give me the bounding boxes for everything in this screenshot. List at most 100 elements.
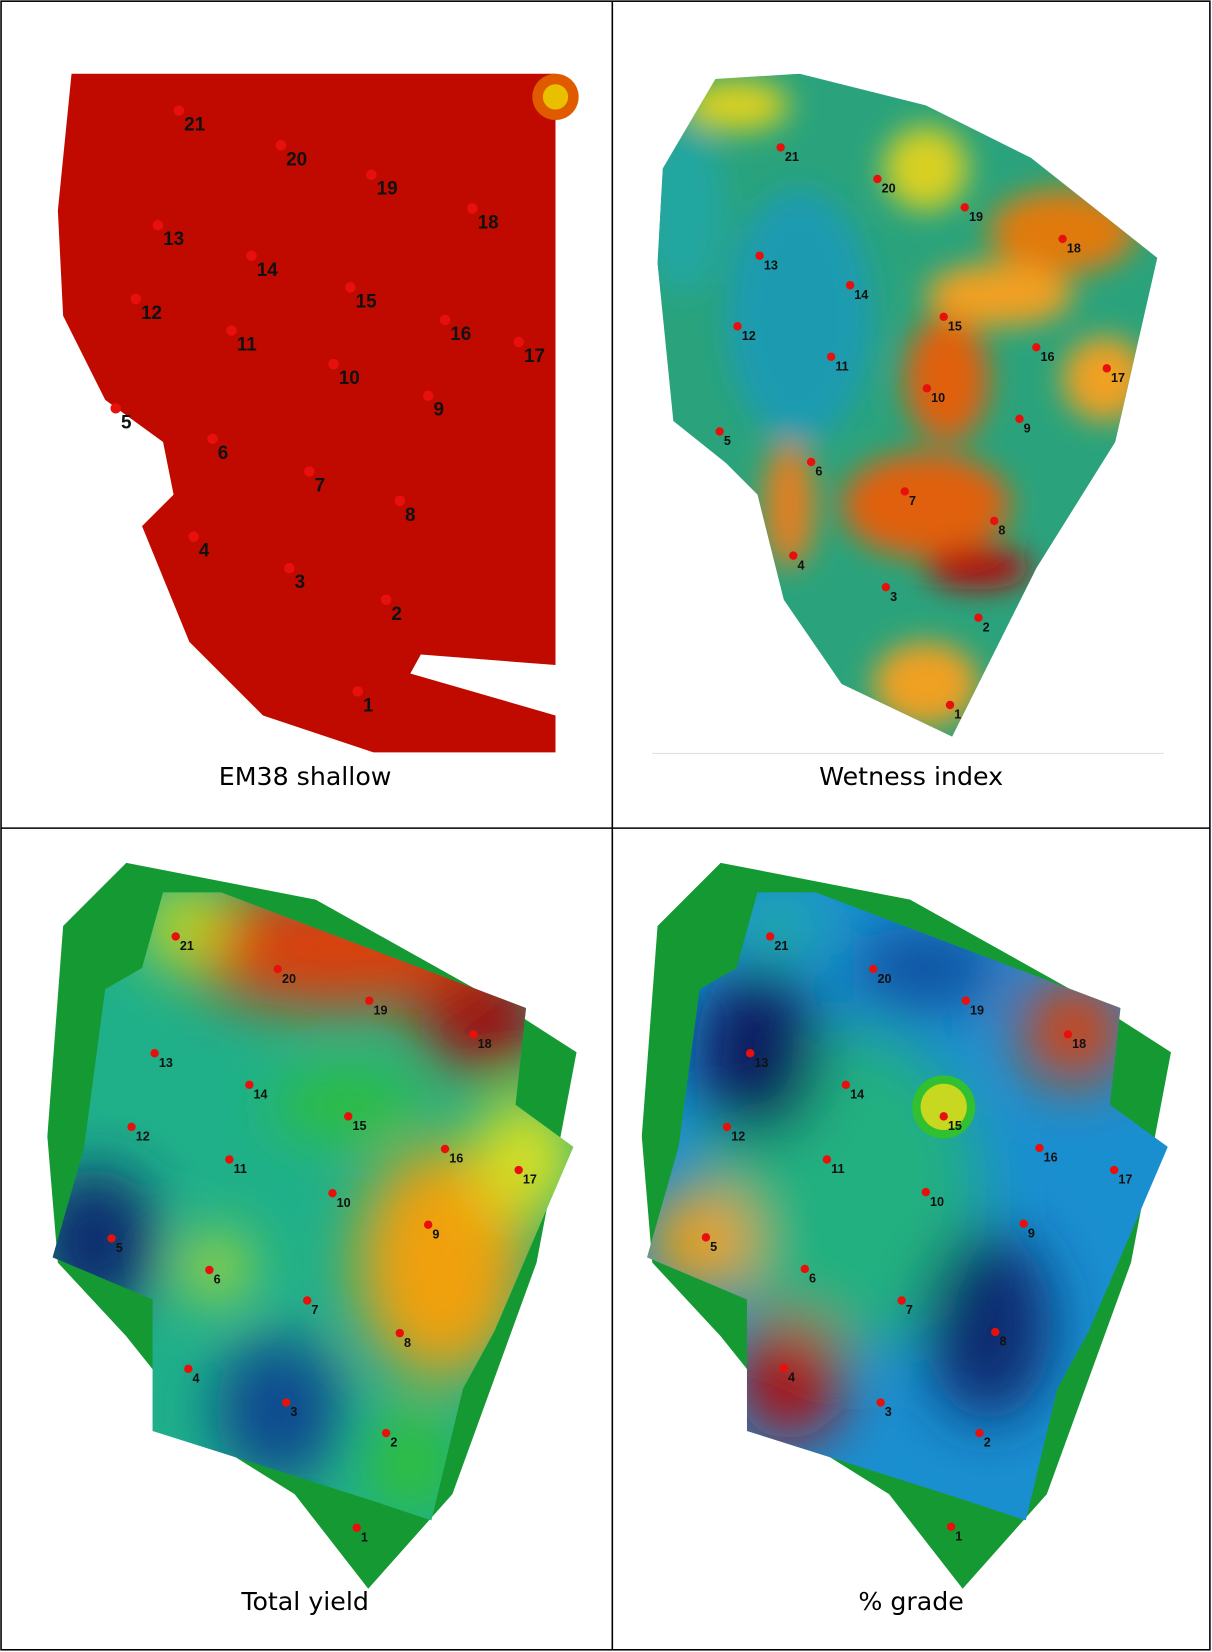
- sample-dot: [328, 359, 339, 370]
- sample-dot: [897, 1296, 905, 1304]
- sample-label: 8: [404, 1336, 411, 1350]
- sample-label: 8: [405, 505, 416, 526]
- sample-dot: [110, 403, 121, 414]
- sample-label: 3: [290, 1405, 297, 1419]
- sample-dot: [245, 1081, 253, 1089]
- sample-label: 5: [121, 412, 132, 433]
- sample-dot: [184, 1365, 192, 1373]
- sample-dot: [130, 294, 141, 305]
- sample-label: 16: [450, 324, 471, 345]
- sample-label: 1: [361, 1530, 368, 1544]
- sample-dot: [441, 1145, 449, 1153]
- sample-dot: [127, 1123, 135, 1131]
- sample-label: 7: [909, 494, 916, 508]
- caption: % grade: [858, 1587, 963, 1616]
- map-em38: [58, 74, 579, 753]
- sample-dot: [975, 1429, 983, 1437]
- sample-dot: [823, 1155, 831, 1163]
- sample-label: 15: [352, 1119, 366, 1133]
- sample-label: 4: [788, 1371, 795, 1385]
- sample-dot: [789, 551, 797, 559]
- sample-dot: [345, 282, 356, 293]
- sample-dot: [846, 281, 854, 289]
- sample-label: 16: [449, 1152, 463, 1166]
- sample-dot: [282, 1398, 290, 1406]
- sample-label: 21: [785, 150, 799, 164]
- sample-label: 2: [983, 620, 990, 634]
- sample-label: 2: [391, 604, 402, 625]
- sample-dot: [842, 1081, 850, 1089]
- sample-label: 18: [478, 1037, 492, 1051]
- sample-label: 1: [954, 708, 961, 722]
- sample-label: 14: [254, 1087, 268, 1101]
- sample-dot: [990, 517, 998, 525]
- sample-label: 4: [193, 1372, 200, 1386]
- sample-label: 20: [877, 972, 891, 986]
- sample-dot: [1058, 235, 1066, 243]
- sample-dot: [352, 686, 363, 697]
- sample-label: 12: [742, 329, 756, 343]
- sample-dot: [882, 583, 890, 591]
- sample-label: 9: [1028, 1226, 1035, 1240]
- sample-label: 17: [1111, 371, 1125, 385]
- sample-label: 3: [295, 572, 306, 593]
- sample-label: 14: [854, 288, 868, 302]
- caption: EM38 shallow: [219, 762, 392, 791]
- sample-label: 10: [930, 1195, 944, 1209]
- sample-label: 4: [797, 558, 804, 572]
- sample-dot: [1035, 1144, 1043, 1152]
- sample-label: 19: [970, 1003, 984, 1017]
- sample-dot: [107, 1234, 115, 1242]
- sample-label: 14: [850, 1087, 864, 1101]
- sample-label: 6: [218, 443, 229, 464]
- sample-label: 3: [890, 590, 897, 604]
- sample-label: 15: [948, 319, 962, 333]
- sample-label: 3: [885, 1405, 892, 1419]
- sample-dot: [423, 390, 434, 401]
- sample-dot: [328, 1189, 336, 1197]
- sample-dot: [303, 1296, 311, 1304]
- sample-label: 15: [948, 1119, 962, 1133]
- sample-dot: [514, 1166, 522, 1174]
- sample-dot: [1019, 1219, 1027, 1227]
- sample-dot: [174, 105, 185, 116]
- sample-label: 12: [136, 1130, 150, 1144]
- sample-dot: [205, 1266, 213, 1274]
- sample-dot: [946, 701, 954, 709]
- sample-label: 11: [831, 1162, 844, 1176]
- sample-dot: [207, 434, 218, 445]
- sample-label: 7: [311, 1303, 318, 1317]
- sample-dot: [396, 1329, 404, 1337]
- sample-dot: [382, 1429, 390, 1437]
- sample-dot: [440, 315, 451, 326]
- sample-dot: [922, 1188, 930, 1196]
- sample-dot: [1064, 1030, 1072, 1038]
- sample-dot: [776, 143, 784, 151]
- sample-label: 9: [432, 1227, 439, 1241]
- sample-label: 6: [815, 465, 822, 479]
- sample-label: 6: [809, 1272, 816, 1286]
- sample-dot: [961, 203, 969, 211]
- sample-label: 11: [237, 334, 257, 355]
- sample-label: 5: [724, 434, 731, 448]
- sample-dot: [276, 140, 287, 151]
- sample-dot: [991, 1328, 999, 1336]
- sample-label: 11: [835, 359, 848, 373]
- sample-label: 9: [1024, 422, 1031, 436]
- sample-dot: [225, 1155, 233, 1163]
- map-grade: [637, 863, 1184, 1589]
- sample-label: 7: [906, 1303, 913, 1317]
- sample-dot: [940, 1112, 948, 1120]
- sample-label: 10: [339, 368, 360, 389]
- sample-label: 13: [163, 229, 184, 250]
- sample-label: 13: [159, 1056, 173, 1070]
- sample-dot: [1015, 415, 1023, 423]
- sample-dot: [1032, 343, 1040, 351]
- sample-dot: [715, 427, 723, 435]
- sample-label: 10: [931, 391, 945, 405]
- sample-label: 1: [363, 695, 374, 716]
- sample-label: 2: [984, 1436, 991, 1450]
- sample-label: 19: [377, 179, 398, 200]
- sample-dot: [153, 220, 164, 231]
- sample-label: 8: [998, 524, 1005, 538]
